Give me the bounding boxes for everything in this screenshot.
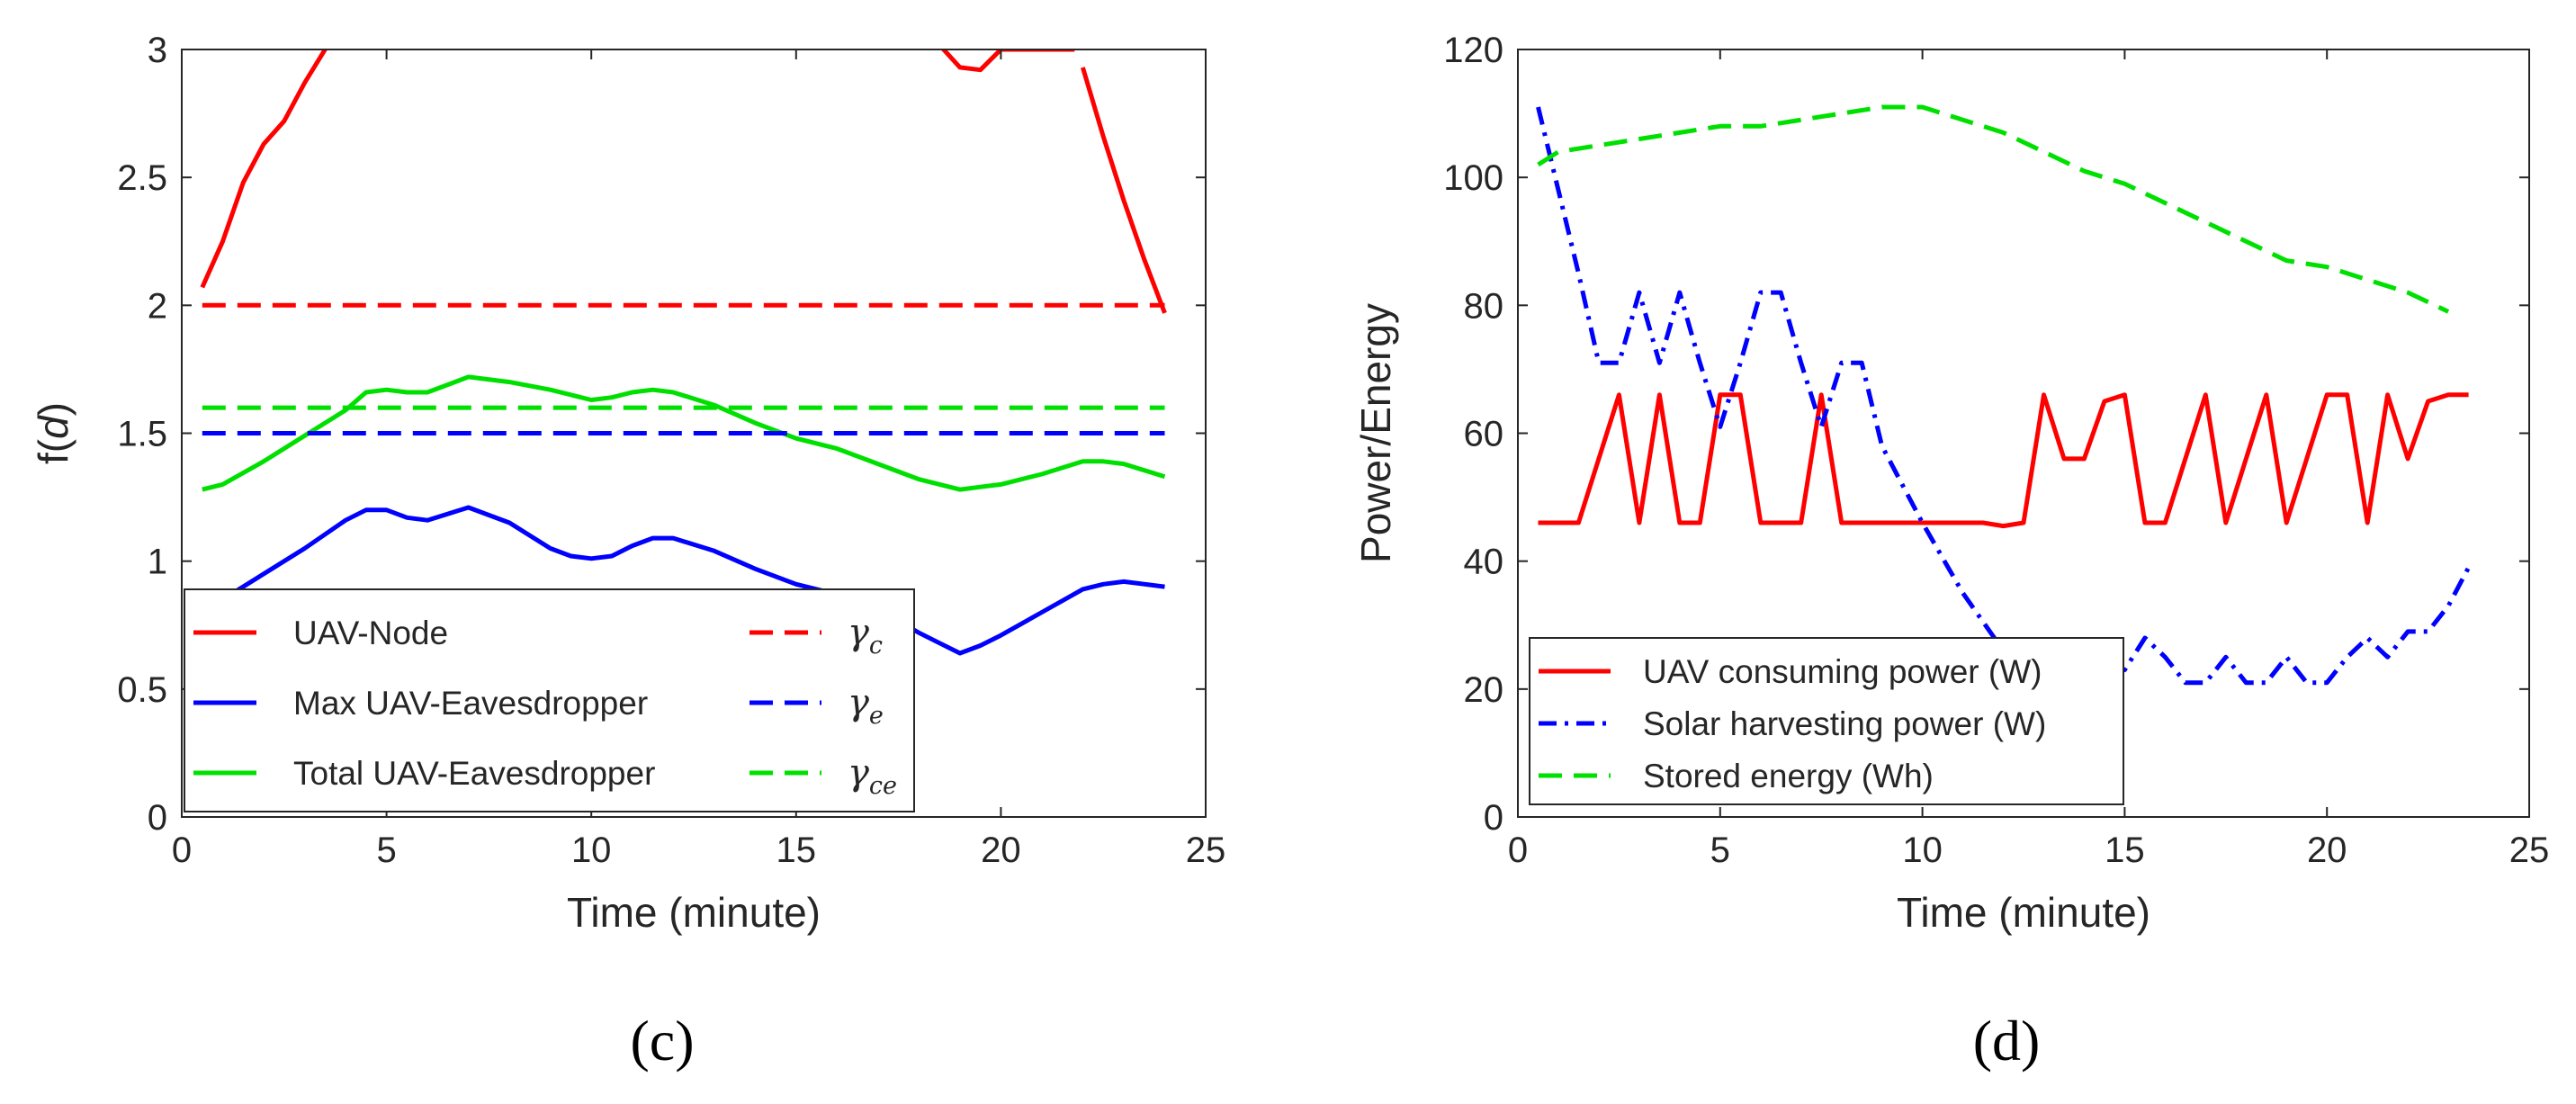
panel-label: (d) bbox=[1973, 1009, 2041, 1073]
y-tick-label: 20 bbox=[1464, 670, 1504, 710]
y-axis-label-part: d bbox=[30, 415, 76, 439]
y-tick-label: 120 bbox=[1443, 31, 1503, 70]
panel-c-chart: 0 5 10 15 20 25 0 0.5 1 1.5 2 2.5 3 Time (minute) f(d)… bbox=[30, 31, 1225, 1073]
legend-symbol-sub: ce bbox=[869, 772, 897, 800]
x-tick-label: 5 bbox=[376, 830, 396, 870]
y-axis-label-part: ) bbox=[30, 402, 76, 416]
y-tick-label: 40 bbox=[1464, 543, 1504, 582]
y-tick-label: 80 bbox=[1464, 286, 1504, 326]
y-tick-label: 100 bbox=[1443, 158, 1503, 198]
legend: UAV consuming power (W) Solar harvesting … bbox=[1529, 637, 2124, 805]
legend-label: UAV-Node bbox=[293, 615, 448, 651]
legend-symbol: γce bbox=[848, 752, 897, 800]
y-tick-label: 1.5 bbox=[117, 415, 167, 454]
series-line-max-uav-eavesdropper bbox=[201, 505, 1165, 656]
legend-symbol-main: γ bbox=[848, 612, 869, 653]
legend-label: Stored energy (Wh) bbox=[1643, 758, 1934, 794]
panel-d-chart: 0 5 10 15 20 25 0 20 40 60 80 100 120 Time (minute) Po… bbox=[1352, 31, 2549, 1073]
y-tick-label: 0.5 bbox=[117, 670, 167, 710]
x-tick-label: 5 bbox=[1710, 830, 1730, 870]
y-axis-label-part: f( bbox=[30, 438, 76, 464]
plot-area bbox=[200, 49, 1167, 656]
legend-label: Total UAV-Eavesdropper bbox=[293, 755, 655, 792]
legend-symbol: γc bbox=[848, 612, 883, 660]
y-tick-label: 60 bbox=[1464, 415, 1504, 454]
plot-area bbox=[1536, 104, 2471, 686]
series-line-stored-energy-wh bbox=[1537, 104, 2450, 314]
x-axis-label: Time (minute) bbox=[1897, 889, 2150, 936]
y-tick-label: 2.5 bbox=[117, 158, 167, 198]
x-tick-label: 10 bbox=[571, 830, 612, 870]
y-axis-label: f(d) bbox=[30, 402, 76, 464]
x-tick-label: 15 bbox=[2105, 830, 2145, 870]
legend-symbol-sub: c bbox=[869, 632, 883, 660]
y-tick-label: 3 bbox=[148, 31, 167, 70]
panel-label: (c) bbox=[630, 1009, 694, 1073]
legend-symbol-sub: e bbox=[869, 702, 884, 730]
legend: UAV-Node Max UAV-Eavesdropper Total UAV-Ea… bbox=[184, 588, 915, 812]
legend-symbol: γe bbox=[848, 682, 884, 730]
y-tick-label: 0 bbox=[1484, 798, 1503, 838]
x-tick-label: 25 bbox=[1186, 830, 1226, 870]
legend-symbol-main: γ bbox=[848, 682, 869, 723]
y-tick-label: 2 bbox=[148, 286, 167, 326]
legend-label: UAV consuming power (W) bbox=[1643, 653, 2042, 690]
x-tick-label: 20 bbox=[2307, 830, 2347, 870]
x-tick-label: 0 bbox=[1508, 830, 1528, 870]
legend-label: Max UAV-Eavesdropper bbox=[293, 685, 648, 722]
x-tick-label: 25 bbox=[2509, 830, 2550, 870]
series-line-uav-node bbox=[200, 49, 1167, 314]
y-tick-label: 1 bbox=[148, 543, 167, 582]
series-line-solar-harvesting-power-w bbox=[1536, 106, 2471, 686]
series-line-total-uav-eavesdropper bbox=[202, 374, 1166, 492]
legend-box bbox=[1529, 637, 2124, 805]
series-line-uav-consuming-power-w bbox=[1538, 392, 2469, 529]
legend-symbol-main: γ bbox=[848, 752, 869, 794]
x-tick-label: 0 bbox=[172, 830, 192, 870]
x-tick-label: 15 bbox=[776, 830, 817, 870]
y-tick-label: 0 bbox=[148, 798, 167, 838]
x-tick-label: 20 bbox=[981, 830, 1021, 870]
legend-label: Solar harvesting power (W) bbox=[1643, 705, 2046, 742]
y-axis-label: Power/Energy bbox=[1352, 303, 1399, 563]
x-axis-label: Time (minute) bbox=[567, 889, 821, 936]
x-tick-label: 10 bbox=[1902, 830, 1943, 870]
